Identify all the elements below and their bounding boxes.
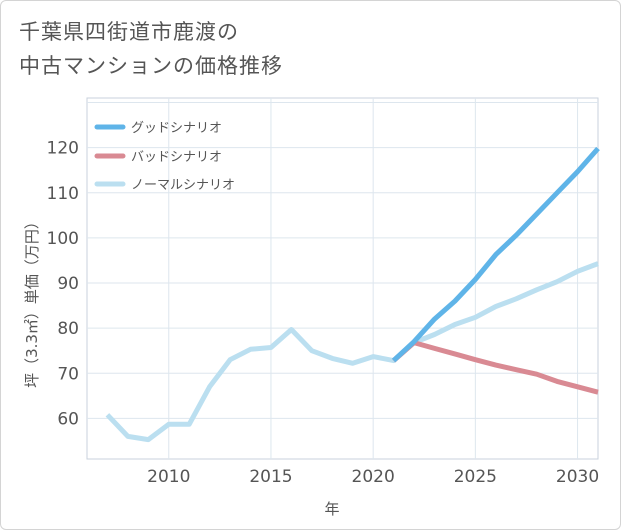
chart-title-line-1: 千葉県四街道市鹿渡の xyxy=(19,20,239,44)
y-tick-label-100: 100 xyxy=(47,229,79,249)
y-tick-label-70: 70 xyxy=(57,364,79,384)
series-line-bad xyxy=(391,340,599,395)
plot-area-border xyxy=(86,97,599,460)
y-axis-ticks: 60 70 80 90 100 110 120 xyxy=(47,139,79,430)
x-tick-label-2025: 2025 xyxy=(454,467,497,487)
grid xyxy=(87,98,598,459)
series-line-good xyxy=(391,146,600,363)
legend-label-normal: ノーマルシナリオ xyxy=(131,178,235,193)
y-tick-label-60: 60 xyxy=(57,409,79,429)
y-tick-label-90: 90 xyxy=(57,274,79,294)
x-tick-label-2030: 2030 xyxy=(556,467,599,487)
x-axis-label: 年 xyxy=(324,500,339,518)
y-tick-label-80: 80 xyxy=(57,319,79,339)
legend-label-good: グッドシナリオ xyxy=(131,121,222,136)
series-line-normal xyxy=(105,261,599,443)
chart-title-line-2: 中古マンションの価格推移 xyxy=(19,54,283,78)
x-tick-label-2020: 2020 xyxy=(352,467,395,487)
series-lines xyxy=(105,146,600,443)
chart-title: 千葉県四街道市鹿渡の 中古マンションの価格推移 xyxy=(19,15,439,83)
legend-label-bad: バッドシナリオ xyxy=(131,150,222,165)
y-axis-label: 坪（3.3㎡）単価（万円） xyxy=(23,214,41,388)
legend: グッドシナリオ バッドシナリオ ノーマルシナリオ xyxy=(94,121,235,193)
y-tick-label-120: 120 xyxy=(47,139,79,159)
y-tick-label-110: 110 xyxy=(47,184,79,204)
x-tick-label-2015: 2015 xyxy=(249,467,292,487)
x-axis-ticks: 2010 2015 2020 2025 2030 xyxy=(147,467,599,487)
x-tick-label-2010: 2010 xyxy=(147,467,190,487)
